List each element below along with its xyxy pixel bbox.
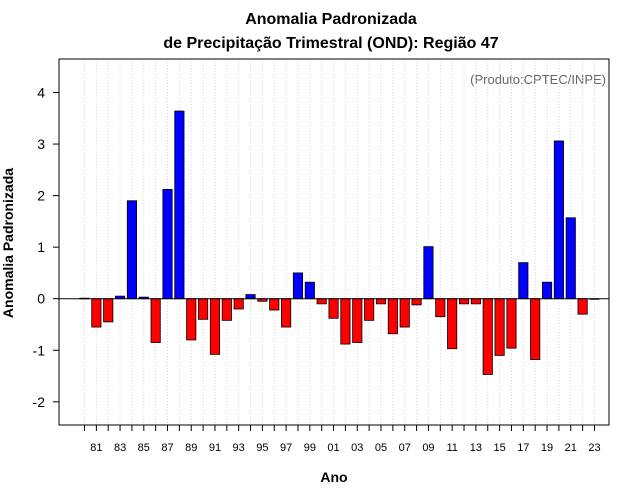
x-tick-label: 87 (161, 442, 173, 454)
bar-87 (162, 189, 173, 300)
x-tick-label: 97 (280, 442, 292, 454)
source-annotation: (Produto:CPTEC/INPE) (470, 72, 606, 87)
y-tick-label: 0 (37, 291, 45, 307)
bar-94 (245, 294, 256, 300)
x-tick-label: 21 (565, 442, 577, 454)
bar-82 (103, 298, 114, 323)
bar-15 (494, 298, 505, 356)
bar-89 (186, 298, 197, 341)
grid-layer (84, 59, 595, 425)
x-tick-label: 23 (588, 442, 600, 454)
bar-93 (233, 298, 244, 310)
y-tick-label: 2 (37, 188, 45, 204)
bar-03 (352, 298, 363, 343)
bar-02 (340, 298, 351, 345)
bar-92 (221, 298, 232, 321)
bar-84 (126, 200, 137, 300)
x-tick-label: 81 (90, 442, 102, 454)
x-tick-label: 83 (114, 442, 126, 454)
bar-97 (281, 298, 292, 328)
bar-09 (423, 246, 434, 300)
bar-96 (269, 298, 280, 311)
bar-20 (553, 140, 564, 300)
bar-01 (328, 298, 339, 319)
x-tick-label: 17 (517, 442, 529, 454)
bar-88 (174, 110, 185, 300)
x-tick-label: 89 (185, 442, 197, 454)
x-tick-label: 19 (541, 442, 553, 454)
bar-17 (518, 262, 529, 300)
chart-title: Anomalia Padronizada (245, 11, 417, 28)
y-tick-label: -2 (33, 394, 46, 410)
x-tick-label: 93 (233, 442, 245, 454)
bar-06 (387, 298, 398, 335)
x-tick-label: 03 (351, 442, 363, 454)
x-tick-label: 13 (470, 442, 482, 454)
bar-05 (375, 298, 387, 305)
x-tick-label: 91 (209, 442, 221, 454)
x-tick-label: 99 (304, 442, 316, 454)
y-tick-label: -1 (33, 342, 46, 358)
bar-21 (565, 217, 576, 300)
y-tick-label: 1 (37, 239, 45, 255)
chart-subtitle: de Precipitação Trimestral (OND): Região… (163, 35, 498, 52)
y-tick-label: 4 (37, 85, 45, 101)
x-tick-label: 07 (399, 442, 411, 454)
x-tick-label: 85 (138, 442, 150, 454)
bar-13 (470, 298, 481, 305)
bar-04 (364, 298, 375, 321)
bar-86 (150, 298, 161, 343)
y-tick-label: 3 (37, 136, 45, 152)
bar-14 (482, 298, 493, 375)
bar-99 (304, 281, 315, 300)
x-tick-label: 15 (493, 442, 505, 454)
bar-10 (435, 298, 446, 318)
x-axis-label: Ano (320, 469, 347, 485)
bar-98 (292, 272, 304, 300)
bar-11 (447, 298, 458, 350)
x-tick-label: 11 (446, 442, 457, 454)
x-tick-label: 01 (327, 442, 339, 454)
bar-81 (91, 298, 102, 328)
bar-18 (530, 298, 541, 360)
bar-12 (458, 298, 470, 305)
x-tick-label: 09 (422, 442, 434, 454)
bars-layer (79, 110, 600, 375)
bar-16 (506, 298, 517, 349)
x-tick-label: 95 (256, 442, 268, 454)
y-axis-label: Anomalia Padronizada (0, 168, 16, 318)
bar-19 (541, 281, 553, 300)
bar-00 (316, 298, 327, 305)
bar-90 (198, 298, 209, 320)
bar-08 (411, 298, 422, 306)
bar-91 (209, 298, 221, 355)
bar-07 (399, 298, 410, 328)
x-tick-label: 05 (375, 442, 387, 454)
bar-22 (577, 298, 588, 315)
